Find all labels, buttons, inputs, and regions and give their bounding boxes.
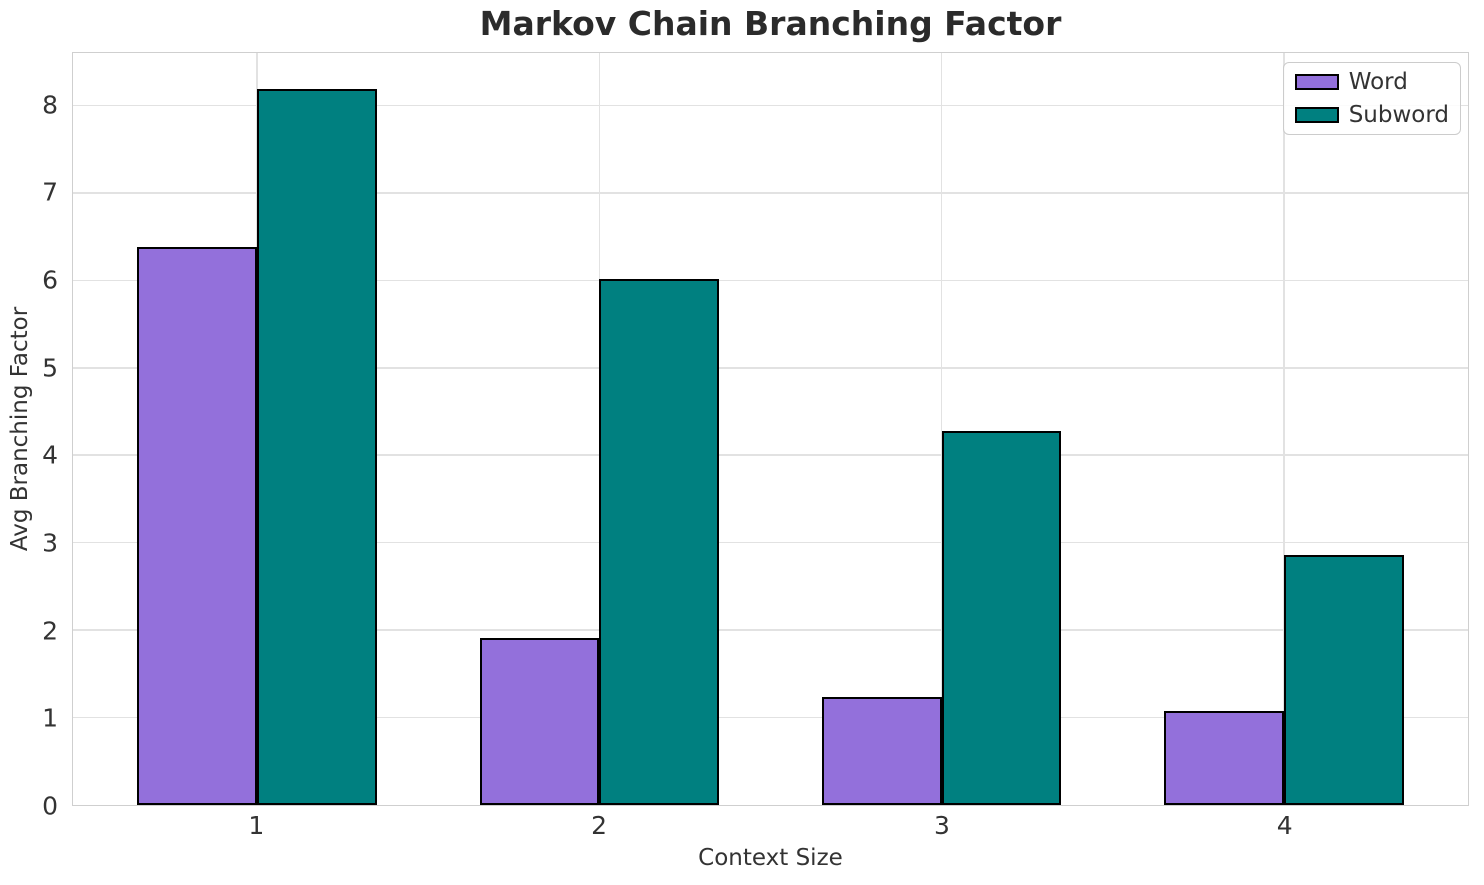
bar-word-1 (137, 247, 257, 805)
subword-series-swatch (1294, 107, 1339, 123)
gridline-y-8 (73, 104, 1468, 107)
y-tick-label-8: 8 (42, 90, 58, 120)
bar-subword-1 (257, 88, 377, 805)
x-tick-labels: 1 2 3 4 (72, 813, 1469, 843)
legend-label-word: Word (1348, 69, 1408, 95)
bars-layer (73, 53, 1468, 805)
bar-subword-4 (1283, 554, 1404, 805)
plot-area: Word Subword (72, 52, 1469, 806)
x-axis-label: Context Size (698, 845, 843, 871)
x-tick-label-1: 1 (248, 811, 265, 840)
y-tick-label-6: 6 (42, 265, 58, 295)
x-tick-label-4: 4 (1276, 811, 1293, 840)
gridline-y-7 (73, 192, 1468, 194)
legend: Word Subword (1282, 62, 1461, 135)
y-tick-label-7: 7 (42, 177, 58, 207)
y-tick-label-2: 2 (42, 616, 58, 646)
legend-label-subword: Subword (1348, 102, 1449, 128)
gridline-y-3 (73, 541, 1468, 544)
bar-subword-3 (941, 430, 1062, 805)
gridline-y-2 (73, 629, 1468, 631)
y-tick-label-4: 4 (42, 440, 58, 470)
y-tick-label-5: 5 (42, 353, 58, 383)
gridline-x-4 (1283, 53, 1285, 805)
x-tick-label-3: 3 (933, 811, 950, 840)
x-tick-label-2: 2 (591, 811, 608, 840)
gridline-x-3 (940, 53, 943, 805)
gridline-y-5 (73, 367, 1468, 369)
legend-entry-word: Word (1294, 69, 1449, 95)
y-tick-label-1: 1 (42, 703, 58, 733)
legend-entry-subword: Subword (1294, 102, 1449, 128)
word-series-swatch (1294, 74, 1339, 90)
y-tick-labels: 0 1 2 3 4 5 6 7 8 (0, 52, 58, 818)
gridline-y-6 (73, 279, 1468, 282)
gridline-y-1 (73, 716, 1468, 719)
chart-title: Markov Chain Branching Factor (479, 4, 1062, 43)
bar-word-4 (1164, 710, 1284, 805)
y-tick-label-0: 0 (42, 791, 58, 821)
bar-word-3 (821, 696, 942, 805)
bar-subword-2 (599, 278, 720, 805)
bar-word-2 (479, 638, 600, 805)
gridline-y-4 (73, 454, 1468, 456)
y-tick-label-3: 3 (42, 528, 58, 558)
